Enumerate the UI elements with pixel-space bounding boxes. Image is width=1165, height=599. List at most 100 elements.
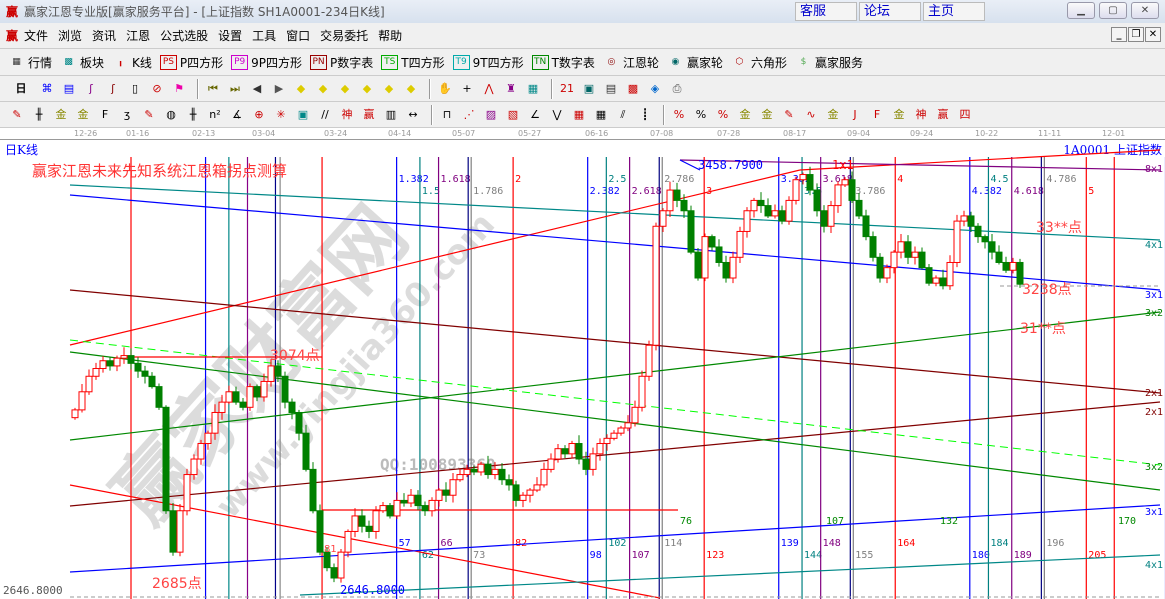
cancel-icon[interactable]: ⊘ [152, 81, 162, 95]
percent-icon[interactable]: % [695, 107, 707, 121]
circle-icon[interactable]: ◍ [166, 107, 176, 121]
menu-item-4[interactable]: 公式选股 [160, 29, 209, 43]
toolbar-button-9[interactable]: ◎ 江恩轮 [603, 54, 659, 71]
right-icon[interactable]: ▶ [274, 81, 284, 95]
parallel-icon[interactable]: // [321, 107, 329, 121]
toolbar-button-0[interactable]: ▦ 行情 [8, 54, 52, 71]
menu-item-8[interactable]: 交易委托 [320, 29, 369, 43]
chart9-icon[interactable]: ʃ [111, 81, 115, 95]
expand-h-icon[interactable]: ◆ [340, 81, 350, 95]
toolbar-button-11[interactable]: ⬡ 六角形 [731, 54, 787, 71]
toolbar-button-3[interactable]: PS P四方形 [159, 54, 223, 71]
analysis-icon[interactable]: ⌘ [41, 81, 53, 95]
crosshair-icon[interactable]: + [462, 81, 472, 95]
toolbar-button-8[interactable]: TN T数字表 [531, 54, 595, 71]
pct-red-icon[interactable]: % [717, 107, 729, 121]
box-icon[interactable]: ▣ [297, 107, 309, 121]
grid-icon[interactable]: ▦ [527, 81, 539, 95]
maximize-button[interactable]: ▢ [1099, 2, 1127, 19]
grid-red-icon[interactable]: ▦ [573, 107, 585, 121]
shrink-h-icon[interactable]: ◆ [362, 81, 372, 95]
slash-icon[interactable]: ⫽ [620, 107, 626, 121]
angle-icon[interactable]: ∡ [232, 107, 242, 121]
kline-chart[interactable]: 12-26 01-16 02-13 03-04 03-24 04-14 05-07 05-27… [0, 128, 1165, 599]
shen-icon[interactable]: 神 [341, 107, 353, 121]
mdi-close-button[interactable]: ✕ [1145, 27, 1161, 42]
gold-line-icon[interactable]: 金 [761, 107, 773, 121]
ruler-icon[interactable]: ▥ [385, 107, 397, 121]
calculator-icon[interactable]: ▣ [583, 81, 595, 95]
square-icon[interactable]: ⊓ [442, 107, 452, 121]
wave-icon[interactable]: ⋁ [552, 107, 562, 121]
shift-right-icon[interactable]: ◆ [318, 81, 328, 95]
shift-left-icon[interactable]: ◆ [296, 81, 306, 95]
left-icon[interactable]: ◀ [252, 81, 262, 95]
gold2-icon[interactable]: 金 [77, 107, 89, 121]
marker-icon[interactable]: ✎ [144, 107, 154, 121]
toolbar-button-12[interactable]: $ 赢家服务 [795, 54, 863, 71]
forum-link[interactable]: 论坛 [859, 2, 921, 21]
toolbar-button-1[interactable]: ▩ 板块 [60, 54, 104, 71]
shen-fan-icon[interactable]: 神 [915, 107, 927, 121]
gold-circle-icon[interactable]: 金 [739, 107, 751, 121]
f-fan-icon[interactable]: F [873, 107, 881, 121]
ying-fan-icon[interactable]: 赢 [937, 107, 949, 121]
pattern-icon[interactable]: ♜ [506, 81, 516, 95]
fan-box2-icon[interactable]: ▧ [507, 107, 519, 121]
fib-icon[interactable]: F [101, 107, 109, 121]
menu-item-1[interactable]: 浏览 [58, 29, 83, 43]
menu-item-5[interactable]: 设置 [218, 29, 243, 43]
notes-icon[interactable]: ▤ [63, 81, 75, 95]
gold-icon[interactable]: 金 [55, 107, 67, 121]
bars-icon[interactable]: ┋ [641, 107, 649, 121]
gold-fan-icon[interactable]: 金 [893, 107, 905, 121]
toolbar-button-6[interactable]: TS T四方形 [381, 54, 445, 71]
calendar-icon[interactable]: 21 [560, 81, 574, 95]
target-icon[interactable]: ⊕ [254, 107, 264, 121]
gann-fan-icon[interactable]: ∠ [530, 107, 540, 121]
print-icon[interactable]: ⎙ [672, 81, 682, 95]
toolbar-button-5[interactable]: PN P数字表 [310, 54, 373, 71]
shrink-v-icon[interactable]: ◆ [406, 81, 416, 95]
si-fan-icon[interactable]: 四 [959, 107, 971, 121]
width-icon[interactable]: ↔ [408, 107, 418, 121]
pct-line-icon[interactable]: % [673, 107, 685, 121]
fan-box-icon[interactable]: ▨ [485, 107, 497, 121]
homepage-link[interactable]: 主页 [923, 2, 985, 21]
grid-black-icon[interactable]: ▦ [595, 107, 607, 121]
menu-item-3[interactable]: 江恩 [126, 29, 151, 43]
fan-icon[interactable]: ⋰ [463, 107, 475, 121]
menu-item-6[interactable]: 工具 [252, 29, 277, 43]
close-button[interactable]: ✕ [1131, 2, 1159, 19]
last-icon[interactable]: ⏭ [230, 81, 240, 95]
spiral-icon[interactable]: ʒ [123, 107, 131, 121]
chart3-icon[interactable]: ʃ [89, 81, 93, 95]
menu-item-2[interactable]: 资讯 [92, 29, 117, 43]
lines-icon[interactable]: ╫ [35, 107, 43, 121]
minimize-button[interactable]: ▁ [1067, 2, 1095, 19]
expand-v-icon[interactable]: ◆ [384, 81, 394, 95]
zigzag-icon[interactable]: ⋀ [484, 81, 494, 95]
flag-icon[interactable]: ⚑ [174, 81, 184, 95]
plot-area[interactable]: 赢家财富网www.yingjia360.comQQ:1008933601.382… [0, 128, 1165, 599]
toolbar-button-10[interactable]: ◉ 赢家轮 [667, 54, 723, 71]
toolbar-button-7[interactable]: T9 9T四方形 [452, 54, 524, 71]
n2-icon[interactable]: n² [209, 107, 221, 121]
period-dropdown[interactable]: 日 [15, 81, 27, 95]
toolbar-button-2[interactable]: ╻ K线 [112, 54, 152, 71]
j-fan-icon[interactable]: J [853, 107, 857, 121]
first-icon[interactable]: ⏮ [208, 81, 218, 95]
menu-item-9[interactable]: 帮助 [378, 29, 403, 43]
ying-icon[interactable]: 赢 [363, 107, 375, 121]
network-icon[interactable]: ◈ [650, 81, 660, 95]
report-icon[interactable]: ▤ [605, 81, 617, 95]
sine-icon[interactable]: ∿ [806, 107, 816, 121]
customer-service-link[interactable]: 客服 [795, 2, 857, 21]
hand-icon[interactable]: ✋ [438, 81, 452, 95]
save-icon[interactable]: ▩ [627, 81, 639, 95]
menu-item-0[interactable]: 文件 [24, 29, 49, 43]
pen-icon[interactable]: ✎ [12, 107, 22, 121]
cycle-icon[interactable]: ╫ [189, 107, 197, 121]
menu-item-7[interactable]: 窗口 [286, 29, 311, 43]
toolbar-button-4[interactable]: P9 9P四方形 [231, 54, 302, 71]
